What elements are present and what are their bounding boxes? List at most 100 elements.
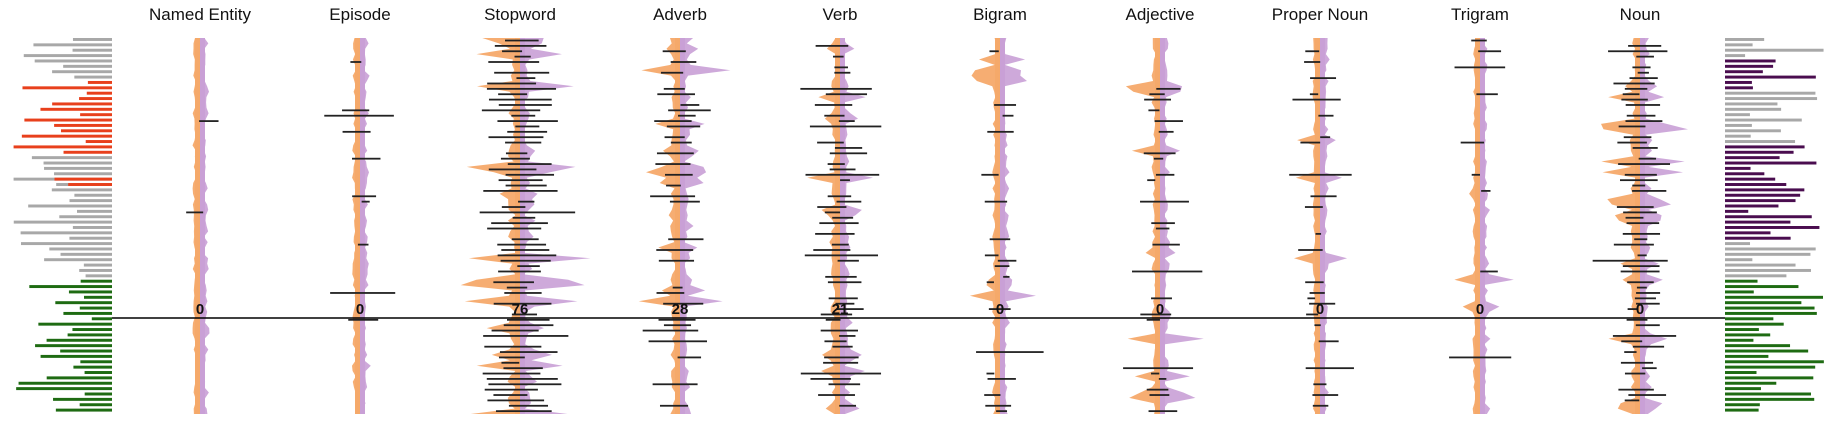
- row-bar: [828, 297, 858, 300]
- row-bar: [503, 324, 554, 327]
- row-bar: [1140, 200, 1189, 203]
- summary-bar: [1725, 150, 1794, 154]
- row-bar: [810, 378, 851, 380]
- row-bar: [511, 313, 538, 316]
- row-bar: [1478, 50, 1502, 53]
- column-value: 0: [356, 301, 364, 318]
- summary-bar: [13, 220, 113, 224]
- row-bar: [833, 55, 844, 58]
- center-band-left: [1635, 38, 1640, 414]
- row-bar: [652, 383, 698, 386]
- row-bar: [827, 195, 852, 198]
- summary-bar: [1725, 161, 1817, 165]
- summary-bar: [72, 48, 112, 52]
- row-bar: [824, 340, 847, 343]
- column-value: 0: [996, 301, 1004, 318]
- row-bar: [494, 71, 550, 74]
- row-bar: [678, 114, 696, 117]
- row-bar: [186, 211, 204, 214]
- row-bar: [1144, 98, 1172, 101]
- row-bar: [1623, 136, 1652, 139]
- row-bar: [483, 335, 569, 337]
- row-bar: [666, 125, 701, 128]
- row-bar: [805, 173, 880, 176]
- summary-bar: [1725, 48, 1824, 52]
- center-band-left: [1475, 38, 1480, 414]
- row-bar: [1637, 254, 1647, 257]
- row-bar: [1622, 232, 1661, 235]
- summary-bar: [1725, 333, 1771, 337]
- row-bar: [1314, 324, 1321, 327]
- row-bar: [1156, 87, 1181, 90]
- row-bar: [487, 82, 537, 85]
- summary-bar: [68, 290, 112, 294]
- column-value: 0: [1636, 301, 1644, 318]
- row-bar: [482, 372, 541, 375]
- row-bar: [658, 259, 695, 262]
- summary-bar: [20, 242, 113, 246]
- summary-bar: [1725, 113, 1750, 117]
- row-bar: [654, 120, 692, 122]
- row-bar: [512, 216, 536, 219]
- summary-bar: [29, 285, 113, 289]
- row-bar: [832, 345, 853, 348]
- row-bar: [996, 410, 1008, 413]
- center-band-right: [680, 38, 685, 414]
- row-bar: [1305, 367, 1354, 370]
- row-bar: [813, 249, 851, 251]
- column-title: Trigram: [1451, 5, 1509, 24]
- summary-bar: [1725, 317, 1774, 321]
- row-bar: [1621, 340, 1643, 343]
- row-bar: [1305, 281, 1324, 284]
- row-bar: [357, 243, 369, 246]
- column-value: 0: [1156, 301, 1164, 318]
- row-bar: [1148, 109, 1160, 112]
- row-bar: [819, 222, 859, 225]
- summary-bar: [1725, 274, 1787, 278]
- row-bar: [1636, 292, 1661, 294]
- summary-bar: [84, 371, 112, 374]
- row-bar: [1140, 313, 1172, 316]
- summary-bar: [1725, 134, 1751, 138]
- row-bar: [828, 383, 861, 386]
- summary-bar: [1725, 123, 1752, 127]
- row-bar: [505, 39, 539, 42]
- row-bar: [1146, 318, 1160, 321]
- row-bar: [1632, 66, 1651, 69]
- row-bar: [664, 136, 685, 139]
- summary-bar: [72, 38, 112, 41]
- row-bar: [1471, 39, 1487, 42]
- row-bar: [498, 356, 525, 359]
- row-bar: [491, 329, 539, 332]
- row-bar: [997, 259, 1017, 262]
- summary-bar: [43, 161, 113, 165]
- row-bar: [504, 292, 542, 294]
- row-bar: [1481, 190, 1491, 192]
- summary-bar: [1725, 397, 1815, 401]
- summary-bar: [60, 129, 112, 133]
- summary-bar: [1725, 188, 1805, 192]
- row-bar: [989, 238, 1011, 241]
- row-bar: [1622, 265, 1660, 268]
- center-band-left: [995, 38, 1000, 414]
- summary-bar: [1725, 285, 1799, 289]
- summary-bar: [1725, 220, 1791, 224]
- summary-bar: [79, 403, 112, 407]
- row-bar: [1636, 302, 1660, 305]
- summary-bar: [21, 134, 112, 138]
- row-bar: [1298, 249, 1323, 251]
- summary-bar: [1725, 252, 1811, 256]
- row-bar: [352, 157, 381, 160]
- row-bar: [502, 50, 523, 53]
- row-bar: [1634, 238, 1648, 241]
- row-bar: [1613, 243, 1654, 246]
- summary-bar: [1725, 118, 1802, 122]
- row-bar: [831, 243, 849, 246]
- row-bar: [1454, 66, 1506, 69]
- row-bar: [493, 281, 534, 284]
- summary-bar: [59, 215, 112, 219]
- row-bar: [809, 125, 882, 128]
- row-bar: [498, 270, 541, 273]
- row-bar: [827, 163, 845, 165]
- column-title: Adjective: [1126, 5, 1195, 24]
